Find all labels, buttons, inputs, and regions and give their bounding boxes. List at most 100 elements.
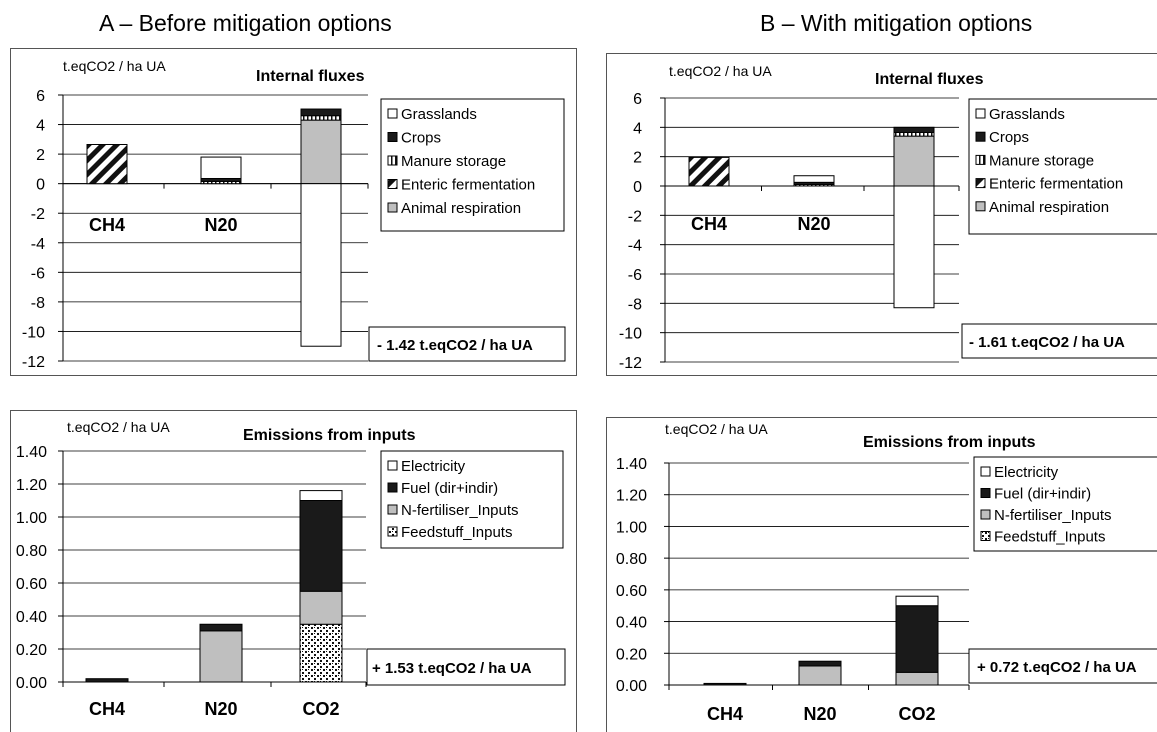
bar-segment: [895, 671, 939, 686]
bar-segment: [798, 665, 842, 686]
y-axis-title: t.eqCO2 / ha UA: [669, 63, 772, 79]
y-tick-label: 0.20: [616, 646, 647, 663]
bar-segment: [793, 175, 835, 183]
y-tick-label: 1.20: [16, 477, 47, 494]
legend-swatch: [387, 526, 398, 537]
legend-label: Electricity: [994, 464, 1059, 481]
bar-segment: [893, 131, 935, 137]
y-tick-label: 0: [633, 179, 642, 196]
legend-swatch: [387, 179, 398, 189]
y-tick-label: -6: [31, 265, 45, 282]
y-tick-label: 2: [36, 147, 45, 164]
y-tick-label: 0.60: [616, 583, 647, 600]
y-tick-label: 6: [633, 91, 642, 108]
y-axis-title: t.eqCO2 / ha UA: [67, 419, 170, 435]
legend-label: Manure storage: [989, 152, 1094, 169]
chart-title: Emissions from inputs: [863, 434, 1036, 451]
bar-segment: [299, 500, 343, 592]
y-axis-title: t.eqCO2 / ha UA: [63, 58, 166, 74]
bar-segment: [199, 623, 243, 632]
legend-label: Electricity: [401, 458, 466, 475]
bar-segment: [893, 135, 935, 187]
legend-label: Fuel (dir+indir): [401, 480, 498, 497]
y-tick-label: -2: [31, 206, 45, 223]
y-tick-label: -6: [628, 267, 642, 284]
y-tick-label: 1.00: [16, 510, 47, 527]
total-label: - 1.42 t.eqCO2 / ha UA: [377, 337, 533, 354]
y-tick-label: -10: [22, 324, 45, 341]
legend-swatch: [387, 460, 398, 471]
y-tick-label: -8: [31, 295, 45, 312]
y-tick-label: 0.80: [616, 551, 647, 568]
legend-swatch: [975, 108, 986, 119]
bar-segment: [299, 590, 343, 625]
column-title-a: A – Before mitigation options: [99, 10, 392, 36]
chart-internal-fluxes-after: t.eqCO2 / ha UA Internal fluxes 6 4 2 0 -2 -4…: [606, 53, 1157, 376]
legend-swatch: [387, 504, 398, 515]
bar-segment: [893, 126, 935, 133]
category-label: CH4: [89, 699, 125, 719]
legend-swatch: [975, 178, 986, 189]
legend-label: Animal respiration: [401, 200, 521, 217]
chart-emissions-inputs-before: t.eqCO2 / ha UA Emissions from inputs 1.…: [10, 410, 577, 732]
legend-swatch: [975, 201, 986, 212]
legend-label: Crops: [989, 129, 1029, 146]
bar-segment: [895, 605, 939, 673]
legend-swatch: [387, 132, 398, 142]
chart-emissions-inputs-after: t.eqCO2 / ha UA Emissions from inputs 1.…: [606, 417, 1157, 732]
category-label: CH4: [707, 704, 743, 724]
legend-swatch: [387, 155, 398, 166]
legend-label: Feedstuff_Inputs: [401, 524, 512, 541]
bar-segment: [299, 490, 343, 501]
legend-box: [380, 450, 564, 549]
y-tick-label: 0.00: [16, 675, 47, 692]
legend-swatch: [387, 108, 398, 119]
legend-label: Manure storage: [401, 153, 506, 170]
y-tick-label: 4: [633, 120, 642, 137]
bar-segment: [199, 630, 243, 683]
y-tick-label: -4: [628, 238, 642, 255]
legend-swatch: [980, 488, 991, 498]
y-tick-label: -12: [619, 355, 642, 372]
y-tick-label: 1.40: [616, 456, 647, 473]
legend-label: Enteric fermentation: [401, 177, 535, 194]
total-label: + 0.72 t.eqCO2 / ha UA: [977, 659, 1137, 676]
legend-box: [973, 456, 1157, 552]
bar-segment: [300, 183, 342, 347]
y-tick-label: -4: [31, 236, 45, 253]
legend-label: Crops: [401, 130, 441, 147]
category-label: N20: [797, 214, 830, 234]
category-label: CO2: [302, 699, 339, 719]
y-tick-label: -2: [628, 208, 642, 225]
category-label: N20: [204, 699, 237, 719]
legend-swatch: [980, 509, 991, 520]
legend-swatch: [975, 154, 986, 165]
legend-swatch: [387, 202, 398, 213]
chart-title: Internal fluxes: [875, 71, 984, 88]
category-label: CH4: [691, 214, 727, 234]
y-tick-label: 0.00: [616, 678, 647, 695]
y-tick-label: -8: [628, 296, 642, 313]
legend-swatch: [975, 131, 986, 142]
y-tick-label: 0.80: [16, 543, 47, 560]
y-tick-label: 4: [36, 118, 45, 135]
category-label: N20: [803, 704, 836, 724]
y-tick-label: 1.00: [616, 519, 647, 536]
legend-box: [380, 98, 565, 232]
legend-swatch: [980, 531, 991, 541]
legend-label: Feedstuff_Inputs: [994, 529, 1105, 546]
chart-svg: t.eqCO2 / ha UA Emissions from inputs 1.…: [616, 421, 1157, 724]
legend-label: Grasslands: [401, 106, 477, 123]
bar-segment: [703, 682, 747, 686]
chart-title: Emissions from inputs: [243, 427, 416, 444]
bar-segment: [300, 108, 342, 117]
legend-label: N-fertiliser_Inputs: [401, 502, 519, 519]
legend-label: N-fertiliser_Inputs: [994, 507, 1112, 524]
y-tick-label: 1.20: [616, 488, 647, 505]
legend-label: Grasslands: [989, 106, 1065, 123]
bar-segment: [86, 144, 128, 185]
column-title-b: B – With mitigation options: [760, 10, 1033, 36]
y-tick-label: 0.20: [16, 642, 47, 659]
bar-segment: [688, 156, 730, 187]
y-tick-label: 0.60: [16, 576, 47, 593]
